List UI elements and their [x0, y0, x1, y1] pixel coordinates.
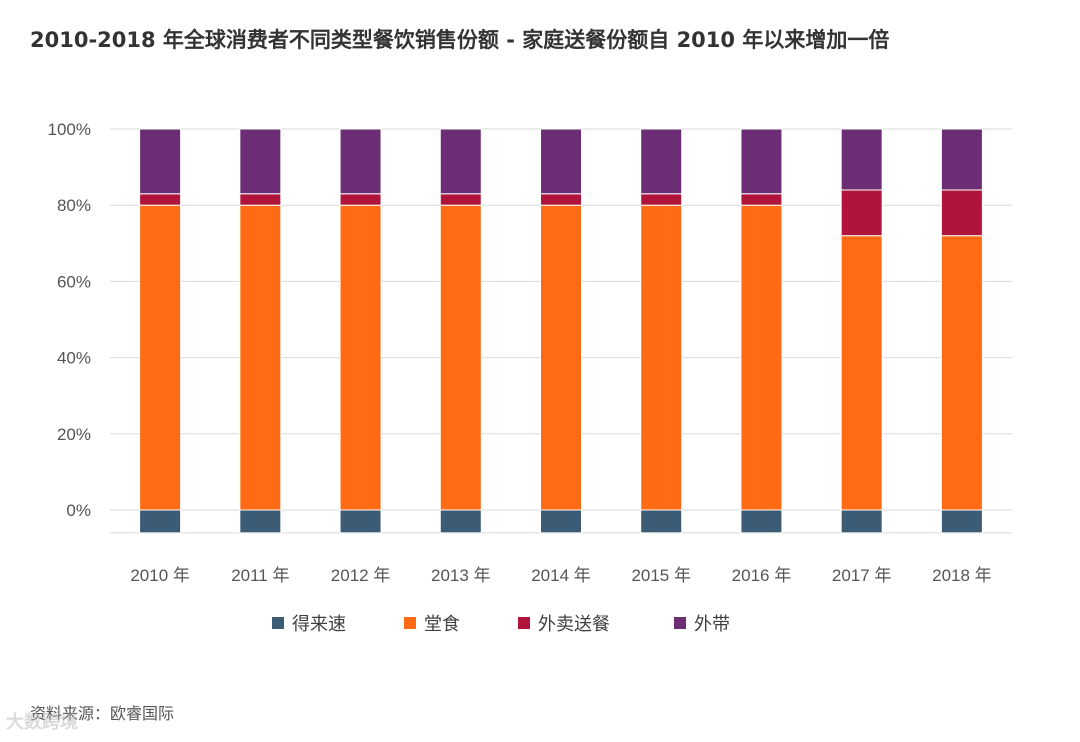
legend-item-takeaway: 外带	[674, 610, 730, 636]
bar-segment	[139, 204, 182, 511]
x-axis-ticks: 2010 年 2011 年 2012 年 2013 年 2014 年 2015 年 2016…	[130, 566, 991, 585]
legend-item-dine-in: 堂食	[404, 610, 460, 636]
bar-segment	[640, 509, 683, 534]
bar-segment	[840, 509, 883, 534]
x-tick-label: 2012 年	[331, 566, 391, 585]
legend-swatch	[404, 617, 416, 629]
bar-segment	[339, 204, 382, 511]
bar-segment	[439, 204, 482, 511]
bar-segment	[740, 193, 783, 206]
legend-swatch	[674, 617, 686, 629]
legend-item-drive-thru: 得来速	[272, 610, 346, 636]
bar-segment	[139, 128, 182, 195]
bar-segment	[940, 128, 983, 191]
legend-swatch	[518, 617, 530, 629]
bars	[139, 128, 983, 534]
chart-title: 2010-2018 年全球消费者不同类型餐饮销售份额 - 家庭送餐份额自 201…	[30, 28, 890, 52]
y-tick-label: 20%	[57, 425, 91, 444]
y-tick-label: 40%	[57, 349, 91, 368]
x-tick-label: 2010 年	[130, 566, 190, 585]
y-axis-ticks: 0% 20% 40% 60% 80% 100%	[48, 120, 91, 520]
bar-segment	[339, 128, 382, 195]
legend: 得来速 堂食 外卖送餐 外带	[272, 610, 788, 636]
legend-label: 得来速	[292, 614, 346, 635]
x-tick-label: 2017 年	[832, 566, 892, 585]
bar-segment	[840, 189, 883, 237]
x-tick-label: 2018 年	[932, 566, 992, 585]
x-tick-label: 2011 年	[231, 566, 289, 585]
bar-segment	[540, 193, 582, 206]
x-tick-label: 2016 年	[732, 566, 792, 585]
x-tick-label: 2014 年	[531, 566, 591, 585]
legend-label: 外带	[694, 614, 730, 635]
legend-label: 外卖送餐	[538, 614, 610, 635]
bar-segment	[640, 128, 683, 195]
bar-segment	[239, 193, 282, 206]
bar-segment	[339, 509, 382, 534]
bar-segment	[740, 204, 783, 511]
bar-segment	[740, 128, 783, 195]
y-tick-label: 80%	[57, 196, 91, 215]
bar-segment	[640, 193, 683, 206]
bar-segment	[540, 509, 582, 534]
bar-segment	[439, 128, 482, 195]
bar-segment	[640, 204, 683, 511]
y-tick-label: 0%	[66, 501, 91, 520]
bar-segment	[840, 235, 883, 511]
bar-segment	[439, 193, 482, 206]
x-tick-label: 2013 年	[431, 566, 491, 585]
y-tick-label: 60%	[57, 272, 91, 291]
x-tick-label: 2015 年	[631, 566, 691, 585]
bar-segment	[940, 235, 983, 511]
legend-item-delivery: 外卖送餐	[518, 610, 610, 636]
bar-segment	[239, 509, 282, 534]
bar-segment	[439, 509, 482, 534]
bar-segment	[540, 204, 582, 511]
source-note: 资料来源：欧睿国际	[30, 704, 175, 723]
legend-label: 堂食	[424, 614, 460, 635]
bar-segment	[540, 128, 582, 195]
bar-segment	[139, 193, 182, 206]
bar-segment	[940, 189, 983, 237]
bar-segment	[239, 128, 282, 195]
y-tick-label: 100%	[48, 120, 91, 139]
bar-segment	[740, 509, 783, 534]
bar-segment	[840, 128, 883, 191]
bar-segment	[940, 509, 983, 534]
bar-segment	[139, 509, 182, 534]
bar-segment	[339, 193, 382, 206]
bar-segment	[239, 204, 282, 511]
watermark: 大数跨境	[6, 712, 78, 733]
legend-swatch	[272, 617, 284, 629]
